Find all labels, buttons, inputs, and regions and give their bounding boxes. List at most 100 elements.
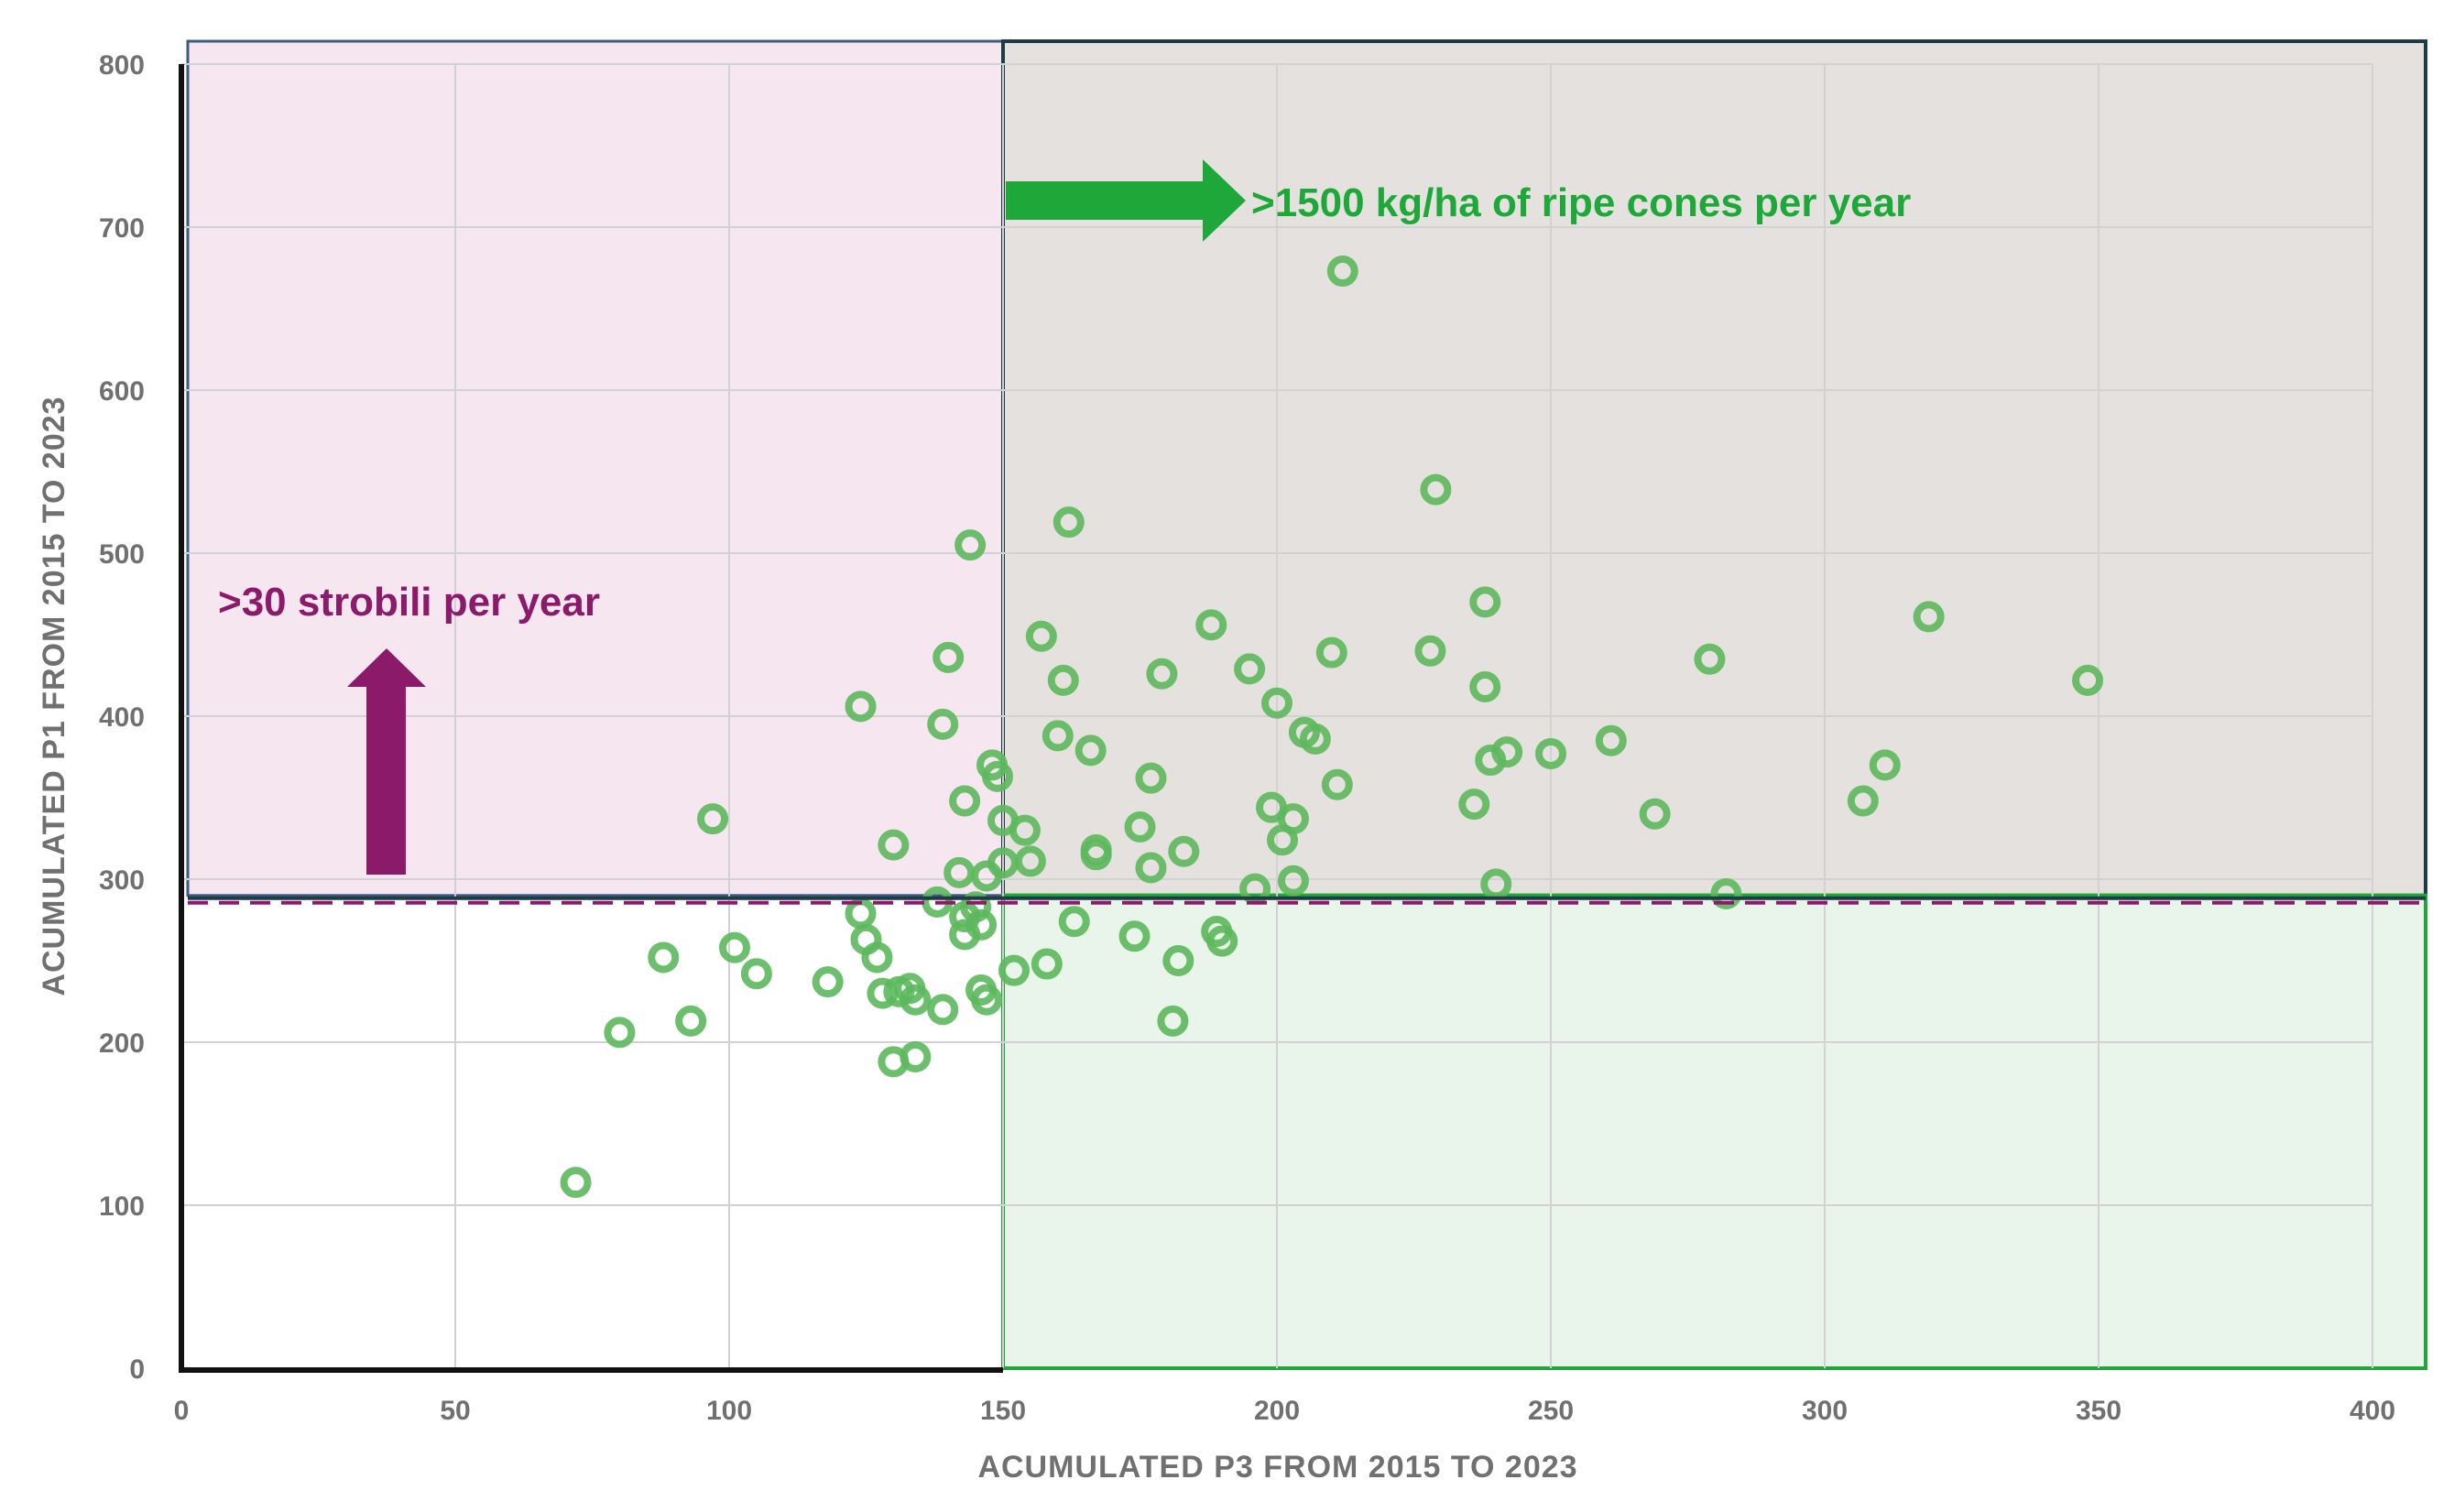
data-point xyxy=(943,856,976,888)
data-point xyxy=(697,803,729,835)
data-point xyxy=(900,1041,932,1073)
x-tick-label: 200 xyxy=(1254,1396,1300,1426)
data-point xyxy=(1168,835,1200,867)
data-point xyxy=(1047,664,1079,696)
data-point xyxy=(1491,736,1523,768)
cones-annotation: >1500 kg/ha of ripe cones per year xyxy=(1006,159,1911,242)
data-point xyxy=(1025,620,1057,652)
y-tick-label: 300 xyxy=(99,865,145,896)
x-tick-label: 150 xyxy=(980,1396,1026,1426)
y-tick-label: 200 xyxy=(99,1028,145,1059)
data-point xyxy=(1014,845,1046,877)
region-strobili xyxy=(186,39,1005,897)
x-tick-label: 50 xyxy=(440,1396,470,1426)
data-point xyxy=(965,908,998,941)
data-point xyxy=(1299,723,1331,755)
data-point xyxy=(1277,803,1309,835)
x-axis-title: ACUMULATED P3 FROM 2015 TO 2023 xyxy=(977,1450,1577,1485)
data-point xyxy=(861,941,893,974)
y-tick-label: 600 xyxy=(99,376,145,407)
data-point xyxy=(1135,762,1167,794)
data-point xyxy=(1195,609,1227,641)
data-point xyxy=(1277,865,1309,897)
x-tick-label: 100 xyxy=(706,1396,752,1426)
data-point xyxy=(1031,948,1063,980)
data-point xyxy=(1118,920,1151,952)
data-point xyxy=(845,897,877,930)
data-point xyxy=(560,1167,592,1199)
right-arrow-icon xyxy=(1006,159,1246,242)
data-point xyxy=(1135,852,1167,884)
data-point xyxy=(845,691,877,723)
data-point xyxy=(1042,720,1074,752)
data-point xyxy=(1535,737,1566,769)
data-point xyxy=(1074,734,1107,767)
data-point xyxy=(1321,768,1353,800)
data-point xyxy=(998,954,1030,986)
data-point xyxy=(740,958,772,990)
data-points xyxy=(560,256,2104,1199)
data-point xyxy=(954,529,987,561)
axes xyxy=(179,64,2426,1373)
data-point xyxy=(1595,724,1627,756)
data-point xyxy=(927,994,959,1026)
data-point xyxy=(867,977,899,1009)
threshold-regions xyxy=(186,39,2427,1370)
x-tick-label: 250 xyxy=(1528,1396,1574,1426)
tick-labels: 0 50 100 150 200 250 300 350 400 0 100 200 300 400 500… xyxy=(99,50,2395,1426)
data-point xyxy=(1869,749,1901,781)
y-axis-title: ACUMULATED P1 FROM 2015 TO 2023 xyxy=(37,396,71,995)
data-point xyxy=(1261,687,1292,719)
data-point xyxy=(900,984,932,1016)
data-point xyxy=(1157,1005,1189,1037)
region-cones xyxy=(1001,893,2427,1370)
y-tick-label: 500 xyxy=(99,539,145,570)
data-point xyxy=(982,760,1014,792)
x-tick-label: 0 xyxy=(174,1396,190,1426)
x-tick-label: 400 xyxy=(2350,1396,2395,1426)
data-point xyxy=(933,641,965,673)
data-point xyxy=(1420,473,1452,506)
data-point xyxy=(1458,789,1490,821)
data-point xyxy=(1414,635,1446,667)
data-point xyxy=(878,829,910,861)
y-tick-label: 800 xyxy=(99,50,145,81)
region-both xyxy=(1001,39,2427,897)
y-tick-label: 700 xyxy=(99,213,145,244)
data-point xyxy=(1469,586,1501,618)
data-point xyxy=(1052,506,1085,538)
data-point xyxy=(1847,785,1879,817)
y-tick-label: 0 xyxy=(129,1354,145,1385)
strobili-annotation: >30 strobili per year xyxy=(218,580,600,875)
data-point xyxy=(971,984,1003,1016)
data-point xyxy=(927,708,959,740)
data-point xyxy=(1315,636,1347,669)
x-tick-label: 350 xyxy=(2076,1396,2121,1426)
data-point xyxy=(2072,664,2104,696)
data-point xyxy=(1009,814,1041,846)
data-point xyxy=(1480,868,1512,900)
y-tick-label: 100 xyxy=(99,1191,145,1222)
data-point xyxy=(718,931,750,963)
data-point xyxy=(1058,906,1090,938)
x-tick-label: 300 xyxy=(1802,1396,1848,1426)
strobili-annotation-label: >30 strobili per year xyxy=(218,580,600,625)
data-point xyxy=(1234,653,1266,685)
data-point xyxy=(1124,811,1156,843)
gridlines xyxy=(181,63,2373,1368)
data-point xyxy=(1694,643,1726,675)
data-point xyxy=(604,1017,636,1049)
data-point xyxy=(1469,670,1501,702)
up-arrow-icon xyxy=(347,648,426,875)
data-point xyxy=(1639,798,1671,830)
data-point xyxy=(1239,873,1271,905)
y-tick-label: 400 xyxy=(99,702,145,733)
data-point xyxy=(960,891,992,923)
cones-annotation-label: >1500 kg/ha of ripe cones per year xyxy=(1251,180,1911,225)
data-point xyxy=(949,785,981,817)
data-point xyxy=(675,1005,707,1037)
data-point xyxy=(1146,658,1178,690)
data-point xyxy=(1080,833,1112,865)
data-point xyxy=(1710,878,1742,910)
data-point xyxy=(1206,925,1238,957)
